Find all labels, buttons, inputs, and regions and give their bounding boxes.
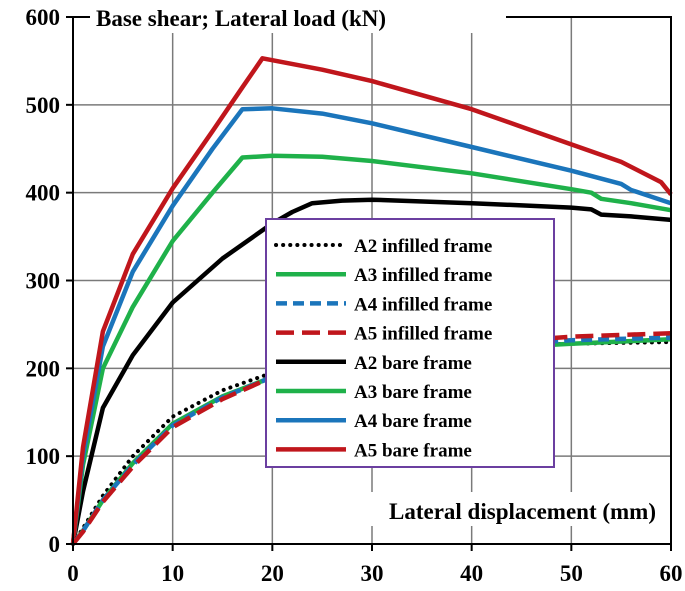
legend-label: A5 bare frame [354, 440, 472, 461]
y-tick-label: 100 [26, 444, 61, 469]
y-tick-label: 300 [26, 269, 61, 294]
x-tick-label: 10 [161, 561, 184, 586]
x-tick-label: 40 [460, 561, 483, 586]
legend-label: A5 infilled frame [354, 324, 492, 345]
legend-label: A2 infilled frame [354, 236, 492, 257]
y-tick-label: 200 [26, 356, 61, 381]
x-tick-label: 60 [660, 561, 683, 586]
series-line-a4-bare-frame [70, 106, 672, 545]
legend: A2 infilled frame A3 infilled frame A4 inf… [265, 218, 555, 468]
legend-box [265, 218, 555, 468]
legend-label: A3 bare frame [354, 382, 472, 403]
y-tick-label: 500 [26, 93, 61, 118]
y-tick-label: 600 [26, 5, 61, 30]
xlabel-background [285, 492, 660, 526]
legend-label: A3 infilled frame [354, 265, 492, 286]
series-line-a2-bare-frame [70, 197, 672, 545]
title-background [90, 3, 506, 33]
x-tick-label: 50 [560, 561, 583, 586]
y-tick-label: 400 [26, 181, 61, 206]
x-tick-label: 20 [261, 561, 284, 586]
x-tick-label: 0 [67, 561, 79, 586]
series-line-a5-bare-frame [70, 56, 673, 545]
x-axis-label: Lateral displacement (mm) [389, 499, 656, 524]
series-line-a3-bare-frame [70, 153, 672, 545]
chart-title: Base shear; Lateral load (kN) [96, 6, 386, 31]
y-tick-label: 0 [49, 532, 61, 557]
legend-label: A4 infilled frame [354, 294, 492, 315]
legend-label: A2 bare frame [354, 353, 472, 374]
x-tick-label: 30 [361, 561, 384, 586]
legend-label: A4 bare frame [354, 411, 472, 432]
